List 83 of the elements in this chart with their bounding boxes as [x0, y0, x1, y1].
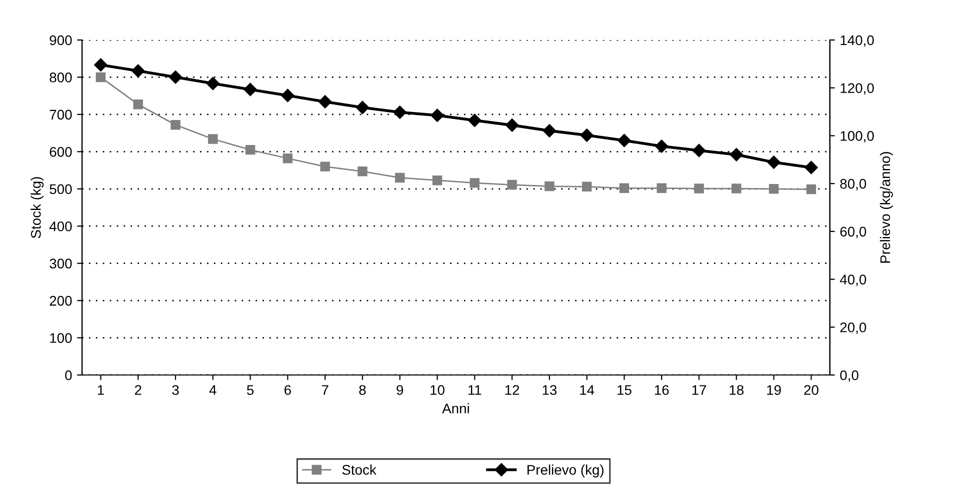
- point: [244, 82, 257, 96]
- point: [580, 128, 594, 142]
- x-tick-label: 14: [580, 385, 594, 395]
- y2-tick-label: 140,0: [840, 35, 874, 47]
- point: [768, 184, 779, 194]
- point: [692, 144, 706, 158]
- x-tick-label: 5: [246, 385, 254, 395]
- point: [282, 154, 293, 164]
- point: [582, 182, 592, 192]
- x-tick-label: 1: [98, 385, 104, 395]
- point: [358, 166, 368, 176]
- x-axis-title: Anni: [442, 403, 469, 414]
- y-tick-label: 300: [50, 258, 72, 269]
- point: [432, 175, 442, 186]
- point: [168, 70, 182, 84]
- point: [96, 72, 106, 82]
- y-tick-label: 500: [50, 184, 72, 194]
- x-tick-label: 17: [692, 385, 706, 395]
- point: [320, 162, 330, 172]
- x-tick-label: 9: [396, 385, 404, 395]
- y2-tick-label: 80,0: [840, 178, 866, 190]
- point: [170, 120, 180, 130]
- y-axis-title: Stock (kg): [30, 177, 44, 238]
- y2-tick-label: 100,0: [840, 131, 874, 143]
- x-tick-label: 16: [654, 385, 669, 395]
- point: [132, 64, 145, 78]
- point: [468, 114, 482, 127]
- point: [94, 58, 108, 72]
- point: [507, 180, 517, 190]
- legend-label: Prelievo (kg): [528, 464, 604, 478]
- point: [395, 172, 405, 183]
- y-tick-label: 600: [50, 147, 72, 157]
- x-tick-label: 19: [767, 385, 781, 395]
- x-tick-label: 10: [430, 385, 444, 395]
- point: [694, 184, 704, 194]
- y-tick-label: 100: [50, 333, 72, 343]
- point: [767, 156, 780, 169]
- point: [208, 134, 218, 144]
- point: [656, 183, 666, 194]
- point: [730, 148, 744, 162]
- y2-tick-label: 40,0: [840, 274, 866, 286]
- y-tick-label: 400: [49, 221, 72, 232]
- x-tick-label: 3: [172, 385, 179, 395]
- point: [542, 124, 556, 138]
- y-tick-label: 200: [50, 296, 72, 306]
- y2-tick-label: 60,0: [840, 226, 866, 238]
- x-tick-label: 6: [284, 385, 291, 395]
- y2-tick-label: 20,0: [840, 322, 866, 334]
- x-tick-label: 13: [542, 385, 557, 395]
- point: [619, 183, 630, 194]
- point: [655, 140, 668, 153]
- x-tick-label: 2: [134, 385, 142, 395]
- y-tick-label: 0: [65, 370, 72, 380]
- point: [430, 108, 444, 122]
- point: [544, 181, 554, 192]
- x-tick-label: 18: [730, 385, 744, 395]
- x-tick-label: 20: [804, 385, 818, 395]
- point: [133, 100, 143, 110]
- point: [245, 144, 256, 155]
- point: [505, 118, 519, 132]
- point: [356, 100, 370, 114]
- x-tick-label: 12: [505, 385, 520, 395]
- point: [281, 88, 294, 102]
- point: [318, 95, 332, 108]
- y-tick-label: 700: [50, 110, 72, 120]
- point: [206, 76, 220, 90]
- point: [732, 184, 742, 194]
- legend-label: Stock: [342, 464, 376, 475]
- y-tick-label: 800: [50, 72, 72, 82]
- point: [806, 184, 816, 194]
- x-tick-label: 11: [468, 385, 482, 395]
- y2-axis-title: Prelievo (kg/anno): [880, 152, 893, 263]
- x-tick-label: 8: [359, 385, 366, 395]
- x-tick-label: 7: [322, 385, 328, 395]
- point: [470, 178, 480, 188]
- point: [393, 106, 406, 119]
- y-tick-label: 900: [50, 35, 72, 46]
- point: [618, 134, 631, 148]
- y2-tick-label: 0,0: [840, 370, 858, 382]
- x-tick-label: 15: [618, 385, 632, 395]
- x-tick-label: 4: [209, 385, 216, 395]
- point: [804, 160, 818, 174]
- y2-tick-label: 120,0: [840, 83, 874, 95]
